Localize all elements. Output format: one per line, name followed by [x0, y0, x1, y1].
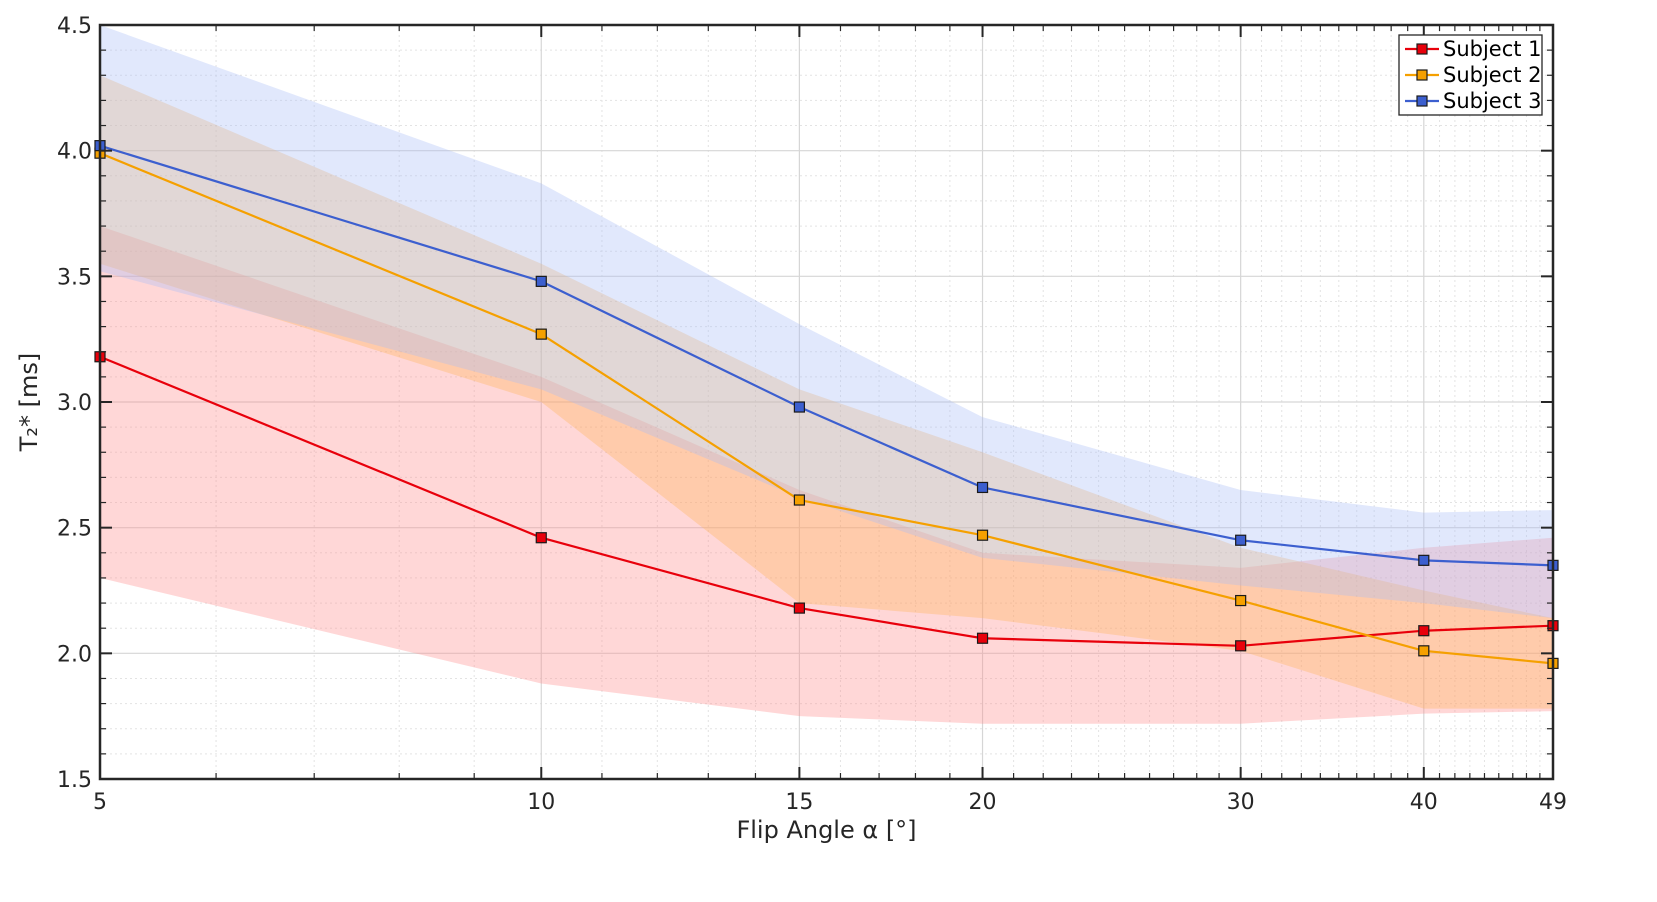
confidence-band-subject-3 [100, 25, 1553, 619]
x-tick-label: 49 [1539, 790, 1567, 815]
x-tick-label: 5 [93, 790, 107, 815]
confidence-band-subject-1 [100, 226, 1553, 724]
y-tick-label: 3.0 [57, 391, 92, 416]
x-tick-label: 10 [527, 790, 555, 815]
y-tick-label: 1.5 [57, 768, 92, 793]
x-tick-label: 15 [785, 790, 813, 815]
data-point-subject-2 [793, 494, 805, 506]
y-axis-title: T₂* [ms] [15, 353, 43, 453]
data-point-subject-1 [1235, 640, 1247, 652]
y-tick-labels: 1.5 2.0 2.5 3.0 3.5 4.0 4.5 [57, 14, 92, 793]
data-point-subject-3 [535, 275, 547, 287]
data-point-subject-2 [1235, 594, 1247, 607]
x-tick-label: 30 [1227, 790, 1255, 815]
y-tick-label: 2.5 [57, 517, 92, 542]
y-tick-label: 3.5 [57, 265, 92, 290]
x-tick-labels: 5 10 15 20 30 40 49 [93, 790, 1567, 815]
legend-marker-subject-2 [1416, 69, 1428, 81]
legend-marker-subject-3 [1416, 95, 1428, 107]
axis-ticks [99, 24, 1554, 780]
y-tick-label: 4.5 [57, 14, 92, 39]
legend-label-subject-3: Subject 3 [1443, 89, 1542, 113]
x-tick-label: 40 [1410, 790, 1438, 815]
data-point-subject-3 [1235, 534, 1247, 546]
data-point-subject-1 [1418, 625, 1430, 637]
legend-marker-subject-1 [1416, 43, 1428, 55]
legend-label-subject-1: Subject 1 [1443, 37, 1542, 61]
data-point-subject-2 [535, 328, 547, 340]
confidence-bands [100, 25, 1553, 724]
y-tick-label: 4.0 [57, 140, 92, 165]
x-tick-label: 20 [969, 790, 997, 815]
legend-label-subject-2: Subject 2 [1443, 63, 1542, 87]
data-point-subject-1 [976, 632, 989, 644]
data-point-subject-2 [1418, 645, 1430, 657]
data-point-subject-3 [1418, 554, 1430, 566]
data-point-subject-1 [793, 602, 805, 614]
data-point-subject-2 [976, 529, 989, 541]
data-point-subject-1 [535, 532, 547, 544]
data-point-subject-3 [976, 481, 989, 494]
x-axis-title: Flip Angle α [°] [736, 816, 916, 844]
data-point-subject-3 [793, 401, 805, 413]
confidence-band-subject-2 [100, 75, 1553, 709]
y-tick-label: 2.0 [57, 642, 92, 667]
